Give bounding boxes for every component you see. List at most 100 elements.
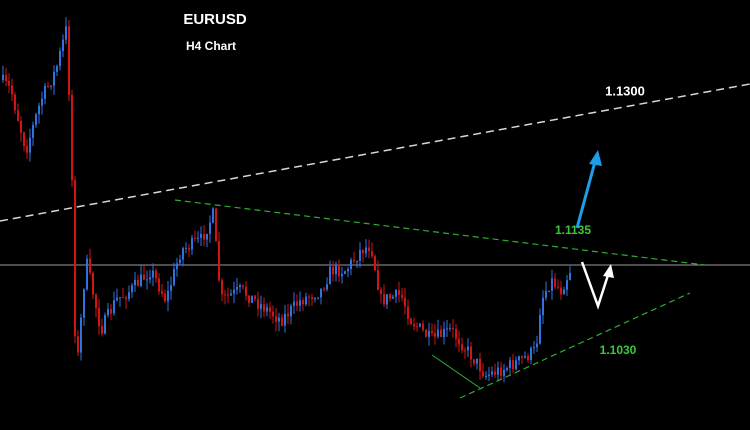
candle-body [356, 261, 358, 263]
candle-body [401, 295, 403, 298]
candle-body [521, 356, 523, 358]
candle-body [101, 326, 103, 334]
candle-body [569, 272, 571, 281]
candle-body [527, 355, 529, 361]
candle-body [287, 313, 289, 317]
candle-body [215, 208, 217, 242]
candle-body [23, 132, 25, 147]
candle-body [140, 274, 142, 286]
candle-body [161, 291, 163, 294]
candle-body [326, 284, 328, 290]
candle-body [464, 350, 466, 352]
candle-body [548, 290, 550, 292]
candle-body [470, 346, 472, 360]
candle-body [272, 311, 274, 317]
candle-body [353, 259, 355, 262]
candle-body [125, 297, 127, 299]
candle-body [164, 293, 166, 302]
candle-body [344, 271, 346, 274]
candle-body [203, 234, 205, 240]
candle-body [206, 233, 208, 240]
candle-body [83, 289, 85, 318]
candle-body [416, 326, 418, 328]
candle-body [419, 323, 421, 327]
candle-body [254, 295, 256, 300]
upper-trendline [174, 199, 706, 266]
candle-body [5, 75, 7, 81]
candle-body [518, 356, 520, 361]
candle-body [65, 26, 67, 40]
candle-body [524, 355, 526, 358]
candle-body [380, 289, 382, 295]
candle-body [275, 316, 277, 322]
candle-body [233, 289, 235, 294]
candle-body [41, 98, 43, 106]
candle-body [53, 71, 55, 86]
candle-body [95, 294, 97, 308]
candle-body [122, 297, 124, 299]
candle-body [479, 358, 481, 372]
candle-body [110, 309, 112, 314]
candle-body [107, 309, 109, 316]
candle-body [566, 280, 568, 290]
candle-body [68, 26, 70, 96]
candle-body [476, 358, 478, 364]
candle-body [146, 279, 148, 281]
candle-body [317, 297, 319, 299]
candle-body [350, 259, 352, 269]
support-line [431, 354, 481, 389]
candle-body [449, 327, 451, 329]
candle-body [26, 146, 28, 153]
candle-body [194, 237, 196, 239]
candle-body [128, 292, 130, 299]
candle-body [320, 288, 322, 298]
candle-body [284, 313, 286, 326]
candle-body [266, 307, 268, 312]
candle-body [467, 346, 469, 351]
candle-body [278, 317, 280, 322]
candle-body [11, 85, 13, 95]
candle-body [32, 124, 34, 138]
candle-body [50, 85, 52, 87]
candle-body [296, 301, 298, 306]
candle-body [386, 294, 388, 305]
candle-body [491, 371, 493, 375]
candle-body [113, 300, 115, 314]
candle-body [92, 272, 94, 295]
candle-body [155, 270, 157, 279]
candle-body [509, 360, 511, 368]
candle-body [308, 296, 310, 298]
candle-body [152, 270, 154, 278]
candle-body [143, 274, 145, 280]
candle-body [230, 293, 232, 296]
candle-body [389, 294, 391, 299]
candle-body [506, 367, 508, 370]
candle-body [488, 374, 490, 376]
candle-body [47, 85, 49, 87]
candle-body [494, 371, 496, 375]
candle-body [218, 241, 220, 281]
candle-body [197, 237, 199, 239]
candle-body [299, 300, 301, 306]
candle-body [407, 306, 409, 319]
candle-body [269, 307, 271, 312]
candle-body [425, 329, 427, 337]
candle-body [461, 344, 463, 351]
candle-body [89, 258, 91, 273]
candle-body [437, 329, 439, 337]
candle-body [263, 304, 265, 312]
candle-body [482, 371, 484, 377]
candle-body [227, 294, 229, 296]
candle-body [35, 114, 37, 125]
resistance-line [0, 83, 750, 222]
candle-body [563, 289, 565, 295]
blue-arrow [575, 150, 602, 229]
candle-body [545, 291, 547, 298]
candle-body [236, 287, 238, 290]
candle-body [77, 336, 79, 353]
candle-body [17, 110, 19, 121]
candle-body [20, 120, 22, 133]
candle-body [338, 264, 340, 277]
